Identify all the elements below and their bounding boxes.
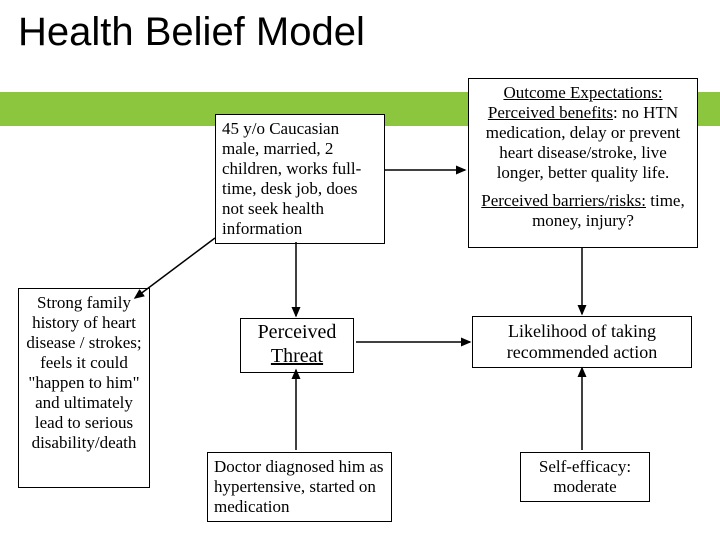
- perceived-threat-box: Perceived Threat: [240, 318, 354, 373]
- outcome-expectations-box: Outcome Expectations: Perceived benefits…: [468, 78, 698, 248]
- family-history-text: Strong family history of heart disease /…: [26, 293, 141, 452]
- profile-box: 45 y/o Caucasian male, married, 2 childr…: [215, 114, 385, 244]
- outcome-heading: Outcome Expectations:: [503, 83, 662, 102]
- barriers-label: Perceived barriers/risks:: [481, 191, 646, 210]
- page-title: Health Belief Model: [18, 10, 365, 55]
- profile-text: 45 y/o Caucasian male, married, 2 childr…: [222, 119, 361, 238]
- self-efficacy-text: Self-efficacy: moderate: [539, 457, 631, 496]
- self-efficacy-box: Self-efficacy: moderate: [520, 452, 650, 502]
- likelihood-box: Likelihood of taking recommended action: [472, 316, 692, 368]
- perceived-threat-label: Perceived Threat: [258, 321, 337, 367]
- diagnosis-box: Doctor diagnosed him as hypertensive, st…: [207, 452, 392, 522]
- family-history-box: Strong family history of heart disease /…: [18, 288, 150, 488]
- benefits-label: Perceived benefits: [488, 103, 613, 122]
- likelihood-text: Likelihood of taking recommended action: [507, 321, 657, 362]
- diagnosis-text: Doctor diagnosed him as hypertensive, st…: [214, 457, 384, 516]
